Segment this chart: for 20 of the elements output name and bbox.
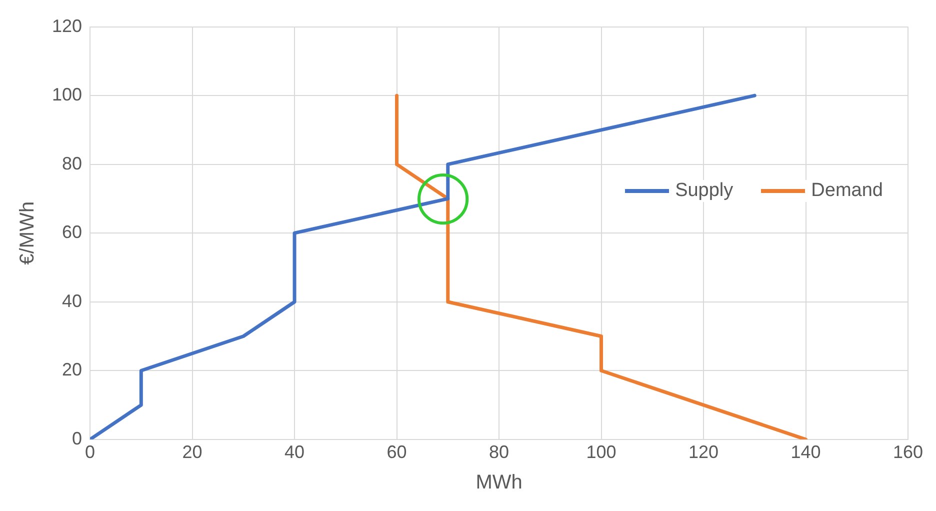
y-axis-title: €/MWh — [16, 201, 39, 265]
y-tick-label: 80 — [62, 153, 82, 174]
x-tick-label: 20 — [182, 442, 202, 462]
x-tick-label: 120 — [688, 442, 719, 462]
y-tick-label: 0 — [72, 428, 82, 448]
legend-label: Demand — [811, 180, 883, 202]
y-tick-label: 120 — [52, 16, 82, 36]
y-tick-label: 20 — [62, 360, 82, 380]
y-tick-label: 100 — [52, 84, 82, 105]
x-tick-label: 160 — [892, 442, 924, 462]
x-axis-title: MWh — [476, 472, 522, 494]
x-tick-label: 40 — [284, 442, 305, 462]
x-tick-label: 100 — [586, 442, 616, 462]
x-tick-label: 0 — [85, 442, 96, 462]
x-tick-label: 140 — [790, 442, 821, 462]
y-tick-label: 60 — [62, 222, 82, 242]
y-tick-label: 40 — [62, 290, 82, 311]
x-tick-label: 80 — [489, 442, 510, 462]
legend-label: Supply — [675, 180, 734, 202]
x-tick-label: 60 — [386, 442, 407, 462]
